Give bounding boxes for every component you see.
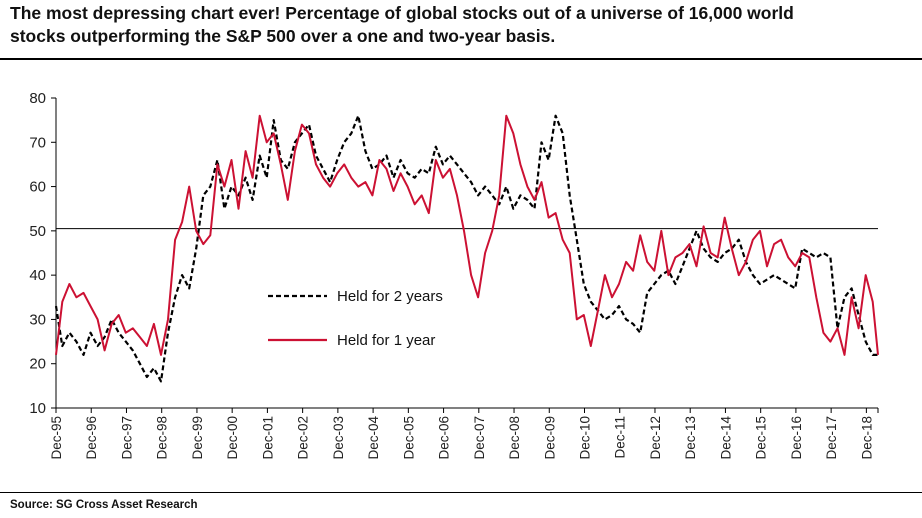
y-tick-label: 50 [29,223,46,240]
x-tick-label: Dec-01 [260,416,275,460]
x-tick-label: Dec-03 [331,416,346,460]
chart-title-line-1: The most depressing chart ever! Percenta… [10,3,794,23]
x-tick-label: Dec-07 [472,416,487,460]
x-tick-label: Dec-17 [824,416,839,460]
y-tick-label: 70 [29,134,46,151]
y-tick-label: 10 [29,400,46,417]
x-tick-label: Dec-95 [49,416,64,460]
x-tick-label: Dec-16 [789,416,804,460]
chart-legend: Held for 2 years Held for 1 year [268,288,443,349]
x-tick-label: Dec-04 [366,416,381,460]
x-tick-label: Dec-10 [578,416,593,460]
y-tick-label: 40 [29,267,46,284]
x-tick-label: Dec-09 [542,416,557,460]
x-tick-label: Dec-13 [683,416,698,460]
y-tick-label: 30 [29,311,46,328]
x-tick-label: Dec-14 [718,416,733,460]
chart-axes: 10 20 30 40 50 60 70 80 Dec-95 Dec-96 Dec-97 Dec-98… [29,90,879,460]
x-tick-label: Dec-08 [507,416,522,460]
x-tick-label: Dec-06 [437,416,452,460]
legend-held-2-years-label: Held for 2 years [337,288,443,305]
x-tick-label: Dec-15 [754,416,769,460]
x-tick-label: Dec-00 [225,416,240,460]
series-held-1-year-line [55,114,879,356]
line-chart: 10 20 30 40 50 60 70 80 Dec-95 Dec-96 Dec-97 Dec-98… [29,90,879,460]
y-tick-label: 80 [29,90,46,107]
x-tick-label: Dec-12 [648,416,663,460]
chart-title: The most depressing chart ever! Percenta… [10,2,915,48]
series-held-2-years-line [54,114,878,383]
x-tick-label: Dec-11 [613,416,628,459]
x-tick-label: Dec-18 [859,416,874,460]
chart-series [54,114,879,383]
x-tick-label: Dec-02 [296,416,311,460]
y-tick-label: 60 [29,179,46,196]
x-tick-label: Dec-96 [84,416,99,460]
chart-title-line-2: stocks outperforming the S&P 500 over a … [10,26,556,46]
x-tick-label: Dec-98 [155,416,170,460]
x-tick-label: Dec-99 [190,416,205,460]
y-tick-label: 20 [29,356,46,373]
source-note: Source: SG Cross Asset Research [10,499,198,511]
title-divider [0,58,922,60]
footer-divider [0,492,922,493]
x-tick-label: Dec-05 [401,416,416,460]
legend-held-1-year-label: Held for 1 year [337,332,435,349]
x-tick-label: Dec-97 [119,416,134,460]
